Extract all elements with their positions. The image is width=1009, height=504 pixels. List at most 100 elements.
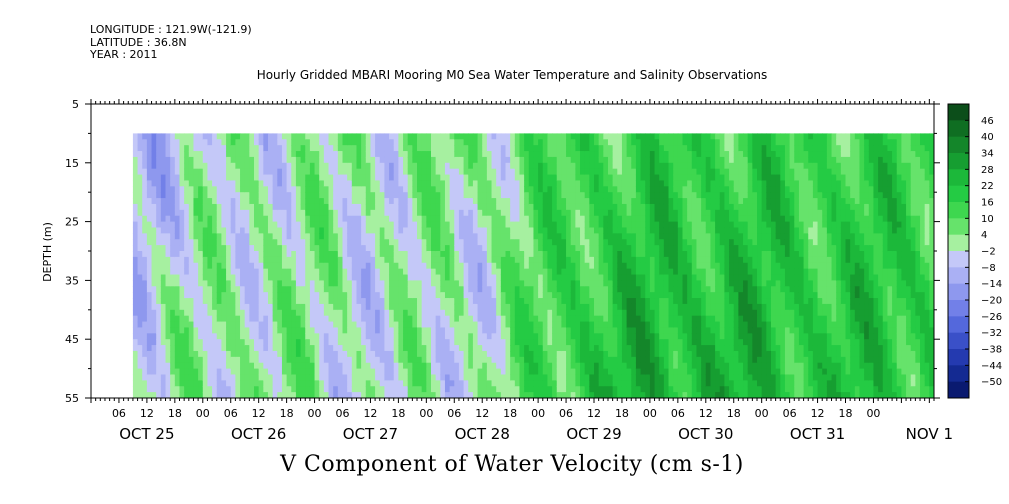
heatmap-cell (267, 321, 274, 329)
heatmap-cell (249, 345, 255, 352)
heatmap-cell (244, 333, 250, 340)
heatmap-cell (286, 162, 292, 170)
heatmap-cell (635, 286, 642, 293)
heatmap-cell (212, 162, 218, 170)
heatmap-cell (198, 292, 204, 299)
heatmap-cell (319, 356, 325, 364)
heatmap-cell (575, 262, 581, 270)
heatmap-cell (631, 203, 637, 211)
heatmap-cell (542, 133, 549, 140)
heatmap-cell (468, 386, 474, 393)
heatmap-cell (556, 233, 563, 240)
heatmap-cell (240, 339, 246, 346)
heatmap-cell (463, 256, 469, 264)
heatmap-cell (365, 215, 372, 223)
heatmap-cell (151, 198, 157, 205)
heatmap-cell (146, 180, 153, 187)
heatmap-cell (314, 333, 320, 340)
heatmap-cell (258, 356, 264, 364)
heatmap-cell (165, 274, 171, 281)
heatmap-cell (449, 362, 455, 370)
heatmap-cell (379, 245, 386, 252)
heatmap-cell (482, 156, 488, 164)
heatmap-cell (444, 245, 451, 252)
heatmap-cell (254, 333, 260, 340)
heatmap-cell (496, 251, 502, 258)
heatmap-cell (421, 133, 427, 140)
heatmap-cell (454, 292, 460, 299)
heatmap-cell (323, 386, 330, 393)
heatmap-cell (179, 209, 185, 217)
heatmap-cell (221, 274, 227, 281)
heatmap-cell (295, 215, 302, 223)
heatmap-cell (631, 145, 637, 152)
heatmap-cell (580, 215, 586, 223)
heatmap-cell (514, 221, 521, 229)
heatmap-cell (412, 151, 418, 158)
heatmap-cell (347, 362, 353, 370)
heatmap-cell (528, 256, 535, 264)
heatmap-cell (430, 392, 437, 398)
heatmap-cell (589, 274, 595, 281)
heatmap-cell (635, 245, 642, 252)
heatmap-cell (556, 156, 563, 164)
heatmap-cell (631, 309, 637, 317)
heatmap-cell (440, 192, 446, 199)
heatmap-cell (426, 339, 432, 346)
heatmap-cell (519, 356, 525, 364)
heatmap-cell (417, 315, 423, 323)
heatmap-cell (286, 286, 292, 293)
heatmap-cell (170, 309, 176, 317)
heatmap-cell (449, 280, 455, 287)
heatmap-cell (496, 233, 502, 240)
heatmap-cell (142, 315, 148, 323)
heatmap-cell (430, 192, 437, 199)
heatmap-cell (281, 374, 288, 381)
heatmap-cell (584, 227, 590, 234)
heatmap-cell (221, 368, 227, 376)
heatmap-cell (184, 386, 190, 393)
longitude-label: LONGITUDE : 121.9W(-121.9) (90, 23, 252, 36)
heatmap-cell (584, 333, 590, 340)
heatmap-cell (505, 151, 511, 158)
heatmap-cell (202, 309, 209, 317)
heatmap-cell (188, 268, 195, 276)
heatmap-cell (598, 256, 604, 264)
heatmap-cell (607, 139, 614, 146)
heatmap-cell (561, 362, 567, 370)
heatmap-cell (277, 198, 283, 205)
heatmap-cell (309, 309, 316, 317)
heatmap-cell (645, 368, 651, 376)
heatmap-cell (393, 321, 399, 329)
heatmap-cell (621, 303, 628, 311)
heatmap-cell (556, 256, 563, 264)
heatmap-cell (174, 292, 181, 299)
heatmap-cell (580, 221, 586, 229)
heatmap-cell (589, 251, 595, 258)
heatmap-cell (552, 233, 558, 240)
heatmap-cell (146, 309, 153, 317)
heatmap-cell (300, 309, 306, 317)
heatmap-cell (305, 362, 311, 370)
heatmap-cell (263, 362, 269, 370)
heatmap-cell (151, 274, 157, 281)
heatmap-cell (594, 168, 600, 176)
heatmap-cell (156, 356, 162, 364)
heatmap-cell (323, 333, 330, 340)
heatmap-cell (435, 168, 441, 176)
heatmap-cell (617, 215, 623, 223)
heatmap-cell (179, 268, 185, 276)
heatmap-cell (528, 145, 535, 152)
heatmap-cell (412, 292, 418, 299)
heatmap-cell (277, 309, 283, 317)
heatmap-cell (146, 386, 153, 393)
heatmap-cell (137, 327, 143, 334)
heatmap-cell (174, 145, 181, 152)
heatmap-cell (486, 145, 493, 152)
heatmap-cell (193, 145, 199, 152)
heatmap-cell (142, 174, 148, 182)
heatmap-cell (328, 221, 334, 229)
heatmap-cell (137, 298, 143, 305)
heatmap-cell (244, 245, 250, 252)
heatmap-cell (160, 198, 167, 205)
